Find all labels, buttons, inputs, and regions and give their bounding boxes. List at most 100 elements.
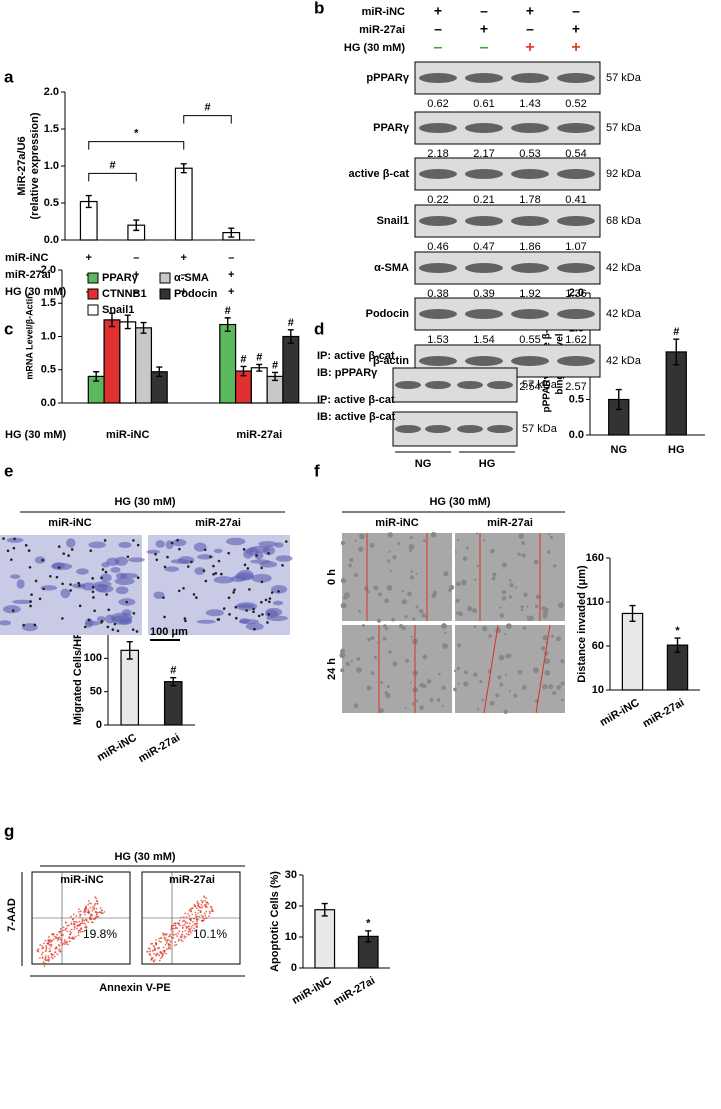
condition-sign: – <box>133 286 139 298</box>
pore <box>69 583 72 586</box>
event <box>166 939 169 942</box>
condition-name: HG (30 mM) <box>344 42 405 54</box>
event <box>178 938 181 941</box>
x-tick-label: HG <box>668 444 685 456</box>
panel-label: g <box>4 821 14 840</box>
event <box>97 911 99 914</box>
event <box>164 933 166 935</box>
cell <box>370 636 375 640</box>
event <box>75 915 78 917</box>
cell <box>266 615 288 622</box>
pore <box>212 572 215 576</box>
cell <box>499 606 502 609</box>
x-tick-label: miR-iNC <box>290 975 334 1007</box>
pore <box>34 579 38 583</box>
error-bar <box>321 902 328 917</box>
event <box>66 924 69 927</box>
event <box>164 937 167 940</box>
event <box>39 944 42 946</box>
cell <box>521 685 527 690</box>
cell <box>457 682 460 685</box>
event <box>43 962 46 965</box>
event <box>79 910 82 913</box>
condition-sign: + <box>86 252 92 264</box>
cell <box>153 591 165 599</box>
cell <box>344 592 350 599</box>
cell <box>258 541 278 547</box>
pore <box>257 614 261 618</box>
blot-band <box>511 73 549 83</box>
cell <box>356 668 362 673</box>
cell <box>422 539 427 543</box>
pore <box>163 565 167 569</box>
event <box>48 950 51 953</box>
error-bar <box>673 338 680 366</box>
event <box>200 914 203 917</box>
event <box>189 918 191 921</box>
condition-sign: + <box>571 39 580 56</box>
band-quant: 1.86 <box>519 241 540 253</box>
pore <box>113 622 117 626</box>
cell <box>499 613 505 618</box>
event <box>194 911 197 914</box>
y-tick-label: 1.0 <box>41 330 56 342</box>
condition-sign: – <box>434 39 443 56</box>
cell <box>398 624 404 629</box>
pore <box>264 598 268 602</box>
blot-band <box>419 309 457 319</box>
ib-label: IB: active β-cat <box>317 411 396 423</box>
pore <box>83 625 87 629</box>
event <box>47 939 49 942</box>
cell <box>513 693 518 698</box>
blot-size: 42 kDa <box>606 355 642 367</box>
event <box>170 928 172 931</box>
pore <box>103 539 107 542</box>
event <box>37 948 40 951</box>
cell <box>358 546 364 552</box>
pore <box>29 604 32 608</box>
pore <box>61 582 64 586</box>
axis-label: Annexin V-PE <box>99 982 171 994</box>
event <box>74 923 76 926</box>
blot-band <box>419 73 457 83</box>
error-bar <box>124 314 131 330</box>
event <box>95 897 98 900</box>
event <box>151 949 154 952</box>
pore <box>252 610 255 614</box>
significance-mark: # <box>225 305 231 317</box>
cell <box>474 578 477 581</box>
significance-mark: # <box>272 359 278 371</box>
event <box>147 947 150 950</box>
y-tick-label: 0.0 <box>569 429 584 441</box>
event <box>41 945 44 947</box>
condition-sign: – <box>133 252 139 264</box>
ip-label: IP: active β-cat <box>317 394 395 406</box>
y-tick-label: 60 <box>592 640 604 652</box>
cell <box>237 603 254 609</box>
error-bar <box>228 227 235 238</box>
event <box>57 943 60 946</box>
event <box>100 909 103 912</box>
event <box>180 939 183 941</box>
event <box>65 943 67 945</box>
cell <box>419 705 424 710</box>
event <box>162 946 165 949</box>
event <box>89 915 92 918</box>
cell <box>245 622 264 631</box>
event <box>44 939 47 942</box>
condition-name: HG (30 mM) <box>5 286 66 298</box>
event <box>195 925 198 928</box>
event <box>47 942 50 945</box>
cell <box>110 567 121 573</box>
event <box>39 956 41 959</box>
event <box>95 907 98 910</box>
bar <box>174 167 193 241</box>
pore <box>260 600 263 604</box>
column-label: miR-iNC <box>375 517 418 529</box>
pore <box>12 546 16 550</box>
error-bar <box>272 371 279 382</box>
event <box>183 937 186 940</box>
event <box>197 909 200 912</box>
blot-band <box>465 309 503 319</box>
